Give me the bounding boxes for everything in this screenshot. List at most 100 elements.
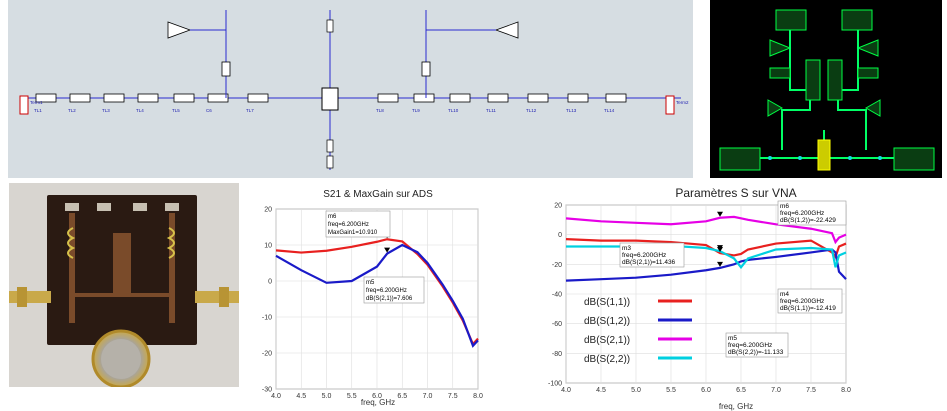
series-line-1 (275, 243, 479, 348)
port-label: Term2 (676, 100, 689, 105)
component-symbol (527, 93, 549, 103)
x-tick-label: 6.0 (372, 393, 382, 400)
ads-s21-maxgain-chart: 4.0 4.5 5.0 5.5 6.0 6.5 7.0 7.5 8.0 -30 -20 -10 0 10 2… (240, 183, 500, 411)
schematic-component: TL8 (376, 93, 399, 113)
port-2: Term2 (665, 95, 689, 115)
component-label: TL8 (376, 108, 384, 113)
component-label: TL9 (412, 108, 420, 113)
y-tick-label: -100 (548, 381, 562, 388)
vna-chart-svg: 4.0 4.5 5.0 5.5 6.0 6.5 7.0 7.5 8.0 -100 -80 -60 -40… (548, 186, 851, 411)
marker-m6-readout: m6 freq=6.200GHz MaxGain1=10.910 (325, 210, 391, 238)
marker-m6-line3: dB(S(1,2))=-22.429 (780, 217, 836, 224)
pcb-layout-panel (710, 0, 942, 178)
legend-label-s11: dB(S(1,1)) (584, 297, 630, 308)
y-tick-label: -30 (262, 387, 272, 394)
series-line-1 (565, 248, 847, 282)
shunt-component (326, 139, 334, 153)
schematic-component: TL2 (68, 93, 91, 113)
marker-m5-line2: freq=6.200GHz (728, 342, 772, 349)
marker-m3-line3: dB(S(2,1))=11.436 (622, 259, 676, 266)
marker-m3-triangle (717, 211, 723, 217)
schematic-diagram: TL1 TL2 TL3 TL4 TL5 C6 TL7 TL8 TL9 TL10 TL11 TL12 TL… (19, 10, 689, 170)
legend-label-s22: dB(S(2,2)) (584, 354, 630, 365)
vna-s-parameters-chart: 4.0 4.5 5.0 5.5 6.0 6.5 7.0 7.5 8.0 -100 -80 -60 -40… (540, 183, 947, 411)
x-tick-label: 5.5 (666, 387, 676, 394)
component-symbol (69, 93, 91, 103)
y-tick-label: 10 (264, 243, 272, 250)
schematic-component: TL14 (604, 93, 627, 113)
legend-label-s21: dB(S(2,1)) (584, 335, 630, 346)
marker-m3-readout: m3 freq=6.200GHz dB(S(2,1))=11.436 (619, 242, 685, 268)
component-label: TL3 (102, 108, 110, 113)
pcb-layout-drawing (719, 9, 935, 171)
y-tick-label: -80 (552, 351, 562, 358)
component-label: TL10 (448, 108, 459, 113)
radial-stub-left (167, 21, 192, 39)
marker-m4-line1: m4 (780, 291, 789, 298)
schematic-component: C6 (206, 93, 229, 113)
marker-m5-triangle (717, 245, 723, 251)
component-symbol (137, 93, 159, 103)
marker-m5-line1: m5 (728, 335, 737, 342)
marker-m5-line1: m5 (366, 280, 375, 286)
x-tick-label: 7.5 (448, 393, 458, 400)
marker-m6-line1: m6 (780, 203, 789, 210)
y-tick-label: 0 (268, 279, 272, 286)
amplifier-board-picture (9, 183, 239, 387)
x-tick-label: 8.0 (841, 387, 851, 394)
schematic-panel: TL1 TL2 TL3 TL4 TL5 C6 TL7 TL8 TL9 TL10 TL11 TL12 TL… (8, 0, 693, 178)
x-tick-label: 4.5 (296, 393, 306, 400)
schematic-component: TL4 (136, 93, 159, 113)
port-resistor (19, 95, 29, 115)
x-tick-label: 6.5 (397, 393, 407, 400)
schematic-component: TL3 (102, 93, 125, 113)
x-axis-label: freq, GHz (719, 402, 753, 411)
y-tick-label: -40 (552, 292, 562, 299)
bias-stub (221, 61, 231, 77)
marker-m6-triangle (717, 261, 723, 267)
x-tick-label: 8.0 (473, 393, 483, 400)
shunt-component (326, 155, 334, 169)
component-symbol (207, 93, 229, 103)
series-line-0 (565, 238, 847, 260)
schematic-component: TL10 (448, 93, 471, 113)
schematic-component: TL5 (172, 93, 195, 113)
schematic-component: TL11 (486, 93, 509, 113)
marker-m5-triangle (384, 247, 391, 253)
component-symbol (449, 93, 471, 103)
marker-m5-line3: dB(S(2,1))=7.606 (366, 296, 413, 302)
schematic-component: TL7 (246, 93, 269, 113)
transistor-symbol (321, 87, 339, 111)
marker-m3-line2: freq=6.200GHz (622, 252, 666, 259)
component-label: C6 (206, 108, 212, 113)
x-tick-label: 6.0 (701, 387, 711, 394)
component-symbol (35, 93, 57, 103)
schematic-component: TL12 (526, 93, 549, 113)
legend-label-s12: dB(S(1,2)) (584, 316, 630, 327)
component-symbol (247, 93, 269, 103)
x-tick-label: 4.5 (596, 387, 606, 394)
prototype-photo (9, 183, 239, 387)
schematic-component: TL9 (412, 93, 435, 113)
y-tick-label: -10 (262, 315, 272, 322)
component-symbol (173, 93, 195, 103)
x-axis-label: freq, GHz (361, 398, 395, 407)
y-tick-label: 20 (554, 203, 562, 210)
component-label: TL13 (566, 108, 577, 113)
schematic-component: TL13 (566, 93, 589, 113)
component-symbol (567, 93, 589, 103)
component-label: TL4 (136, 108, 144, 113)
y-tick-label: 0 (558, 232, 562, 239)
schematic-component: TL1 (34, 93, 57, 113)
port-1: Term1 (19, 95, 43, 115)
shunt-component (326, 19, 334, 33)
component-label: TL1 (34, 108, 42, 113)
port-label: Term1 (30, 100, 43, 105)
x-tick-label: 4.0 (561, 387, 571, 394)
x-tick-label: 7.5 (806, 387, 816, 394)
chart-title: Paramètres S sur VNA (675, 186, 796, 200)
component-symbol (487, 93, 509, 103)
component-label: TL12 (526, 108, 537, 113)
x-tick-label: 6.5 (736, 387, 746, 394)
x-tick-label: 7.0 (771, 387, 781, 394)
